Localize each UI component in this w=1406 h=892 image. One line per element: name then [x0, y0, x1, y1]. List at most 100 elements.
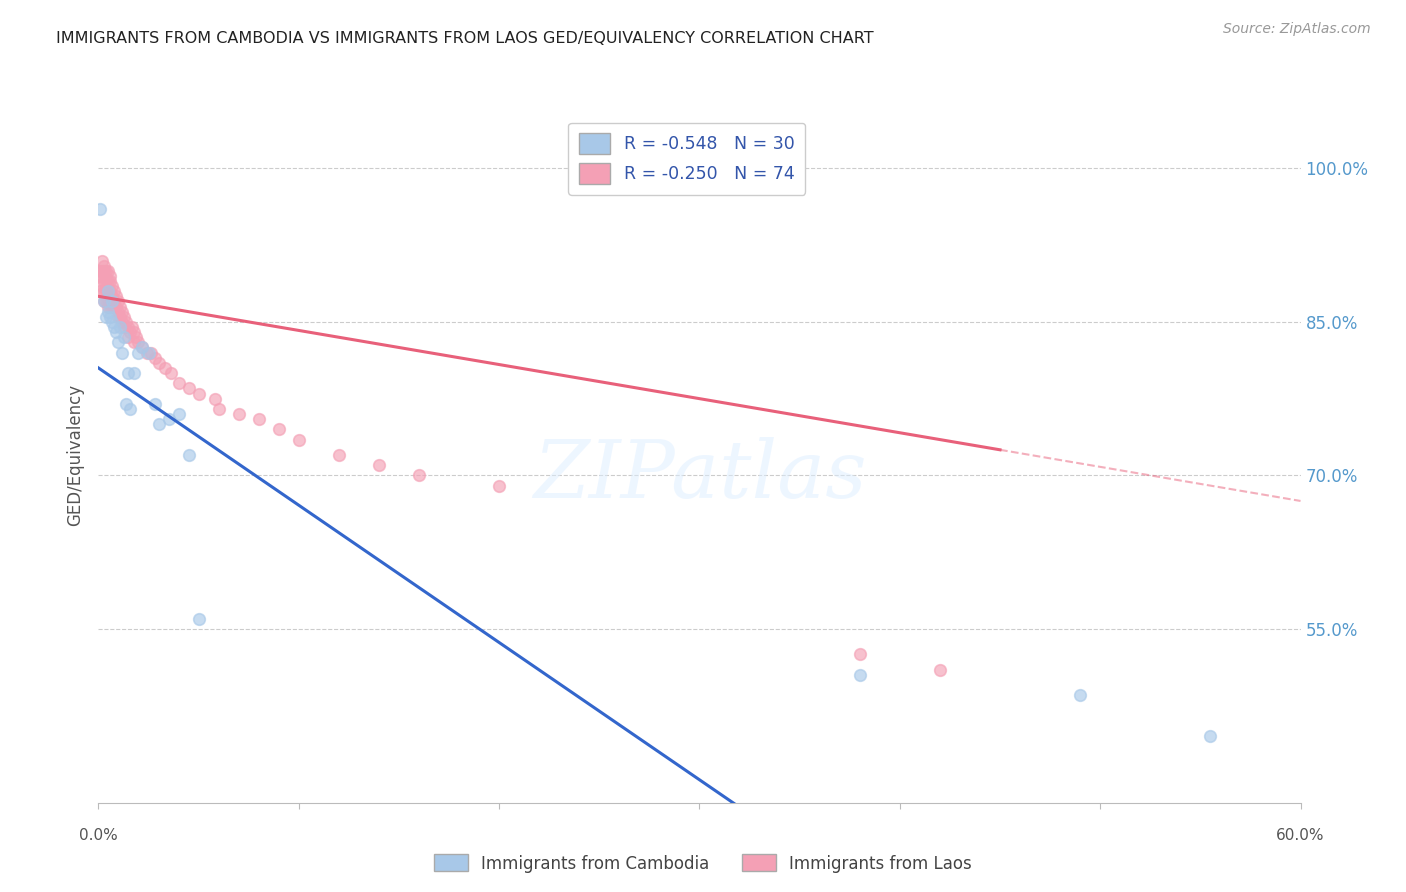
Point [128, 345, 150, 359]
Point [368, 458, 391, 472]
Point [103, 284, 125, 298]
Point [91, 253, 114, 268]
Point [228, 407, 250, 421]
Text: ZIPatlas: ZIPatlas [533, 437, 866, 515]
Point [288, 433, 311, 447]
Point [93, 259, 115, 273]
Point [143, 351, 166, 365]
Point [128, 335, 150, 350]
Point [107, 335, 129, 350]
Point [124, 335, 146, 350]
Point [153, 361, 176, 376]
Point [849, 668, 872, 682]
Text: IMMIGRANTS FROM CAMBODIA VS IMMIGRANTS FROM LAOS GED/EQUIVALENCY CORRELATION CHA: IMMIGRANTS FROM CAMBODIA VS IMMIGRANTS F… [56, 31, 875, 46]
Point [124, 325, 146, 339]
Point [101, 315, 124, 329]
Point [97, 284, 120, 298]
Point [120, 401, 142, 416]
Point [488, 478, 510, 492]
Point [117, 320, 139, 334]
Point [103, 300, 125, 314]
Point [96, 310, 118, 324]
Point [1199, 729, 1222, 743]
Point [117, 366, 139, 380]
Point [148, 356, 170, 370]
Y-axis label: GED/Equivalency: GED/Equivalency [66, 384, 84, 526]
Point [103, 320, 125, 334]
Legend: Immigrants from Cambodia, Immigrants from Laos: Immigrants from Cambodia, Immigrants fro… [427, 847, 979, 880]
Point [91, 268, 114, 283]
Point [117, 330, 139, 344]
Point [107, 310, 129, 324]
Point [100, 284, 122, 298]
Point [204, 392, 226, 406]
Text: 60.0%: 60.0% [1277, 829, 1324, 843]
Point [107, 304, 129, 318]
Point [93, 284, 115, 298]
Point [929, 663, 952, 677]
Point [247, 412, 270, 426]
Point [120, 325, 142, 339]
Point [115, 315, 138, 329]
Point [187, 386, 209, 401]
Point [143, 397, 166, 411]
Point [96, 284, 118, 298]
Point [97, 274, 120, 288]
Point [96, 264, 118, 278]
Point [115, 397, 138, 411]
Point [103, 294, 125, 309]
Point [101, 279, 124, 293]
Point [135, 345, 157, 359]
Point [139, 345, 162, 359]
Point [111, 345, 134, 359]
Point [110, 320, 132, 334]
Point [408, 468, 430, 483]
Point [100, 300, 122, 314]
Point [105, 289, 128, 303]
Text: 0.0%: 0.0% [79, 829, 118, 843]
Point [91, 279, 114, 293]
Point [114, 310, 136, 324]
Point [89, 202, 111, 217]
Point [177, 381, 200, 395]
Point [114, 320, 136, 334]
Point [91, 264, 114, 278]
Point [93, 264, 115, 278]
Point [97, 294, 120, 309]
Point [97, 300, 120, 314]
Point [96, 274, 118, 288]
Point [849, 648, 872, 662]
Point [89, 284, 111, 298]
Point [124, 366, 146, 380]
Point [97, 284, 120, 298]
Point [93, 274, 115, 288]
Point [100, 274, 122, 288]
Point [105, 300, 128, 314]
Point [101, 294, 124, 309]
Point [101, 289, 124, 303]
Point [100, 268, 122, 283]
Point [93, 294, 115, 309]
Point [110, 300, 132, 314]
Point [93, 294, 115, 309]
Point [208, 401, 231, 416]
Point [100, 289, 122, 303]
Point [111, 315, 134, 329]
Point [110, 310, 132, 324]
Point [328, 448, 350, 462]
Point [157, 412, 180, 426]
Point [131, 341, 153, 355]
Point [97, 264, 120, 278]
Point [97, 304, 120, 318]
Point [167, 407, 190, 421]
Point [89, 264, 111, 278]
Point [187, 612, 209, 626]
Point [105, 325, 128, 339]
Point [148, 417, 170, 432]
Point [101, 300, 124, 314]
Point [107, 294, 129, 309]
Point [167, 376, 190, 391]
Point [96, 294, 118, 309]
Point [111, 304, 134, 318]
Point [138, 345, 160, 359]
